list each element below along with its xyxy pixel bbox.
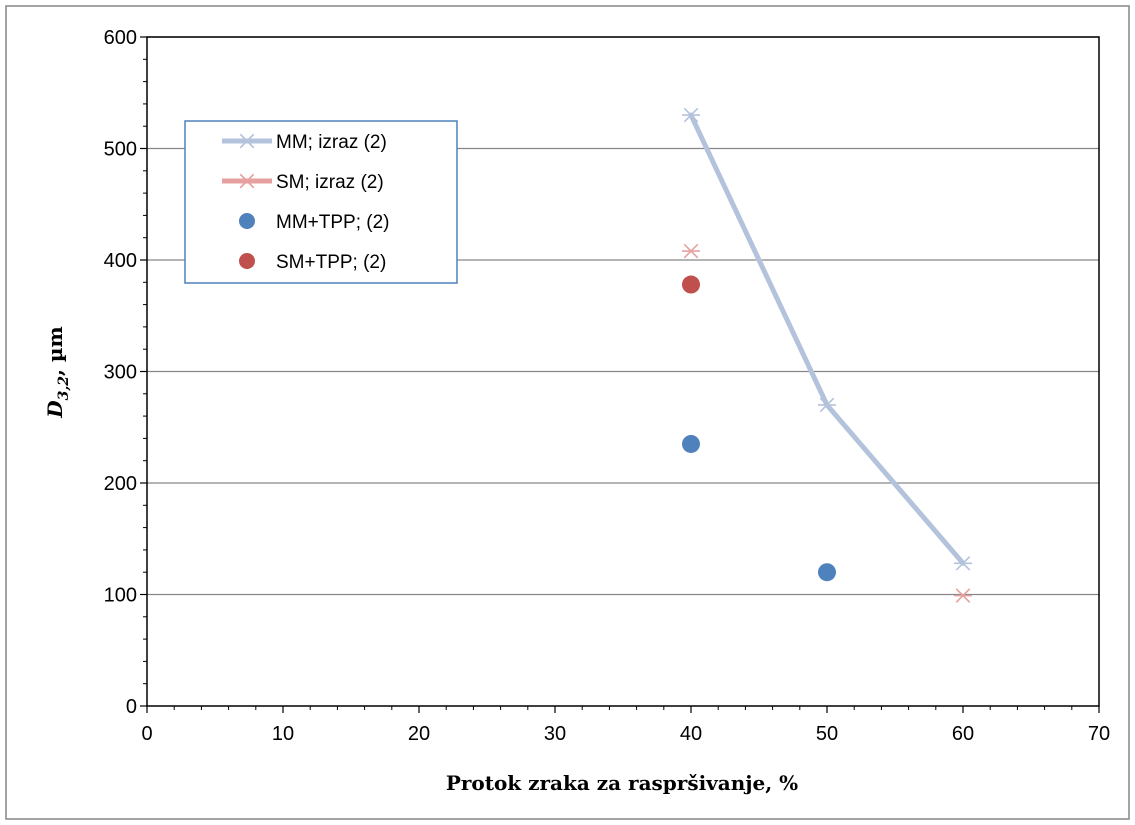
- legend-label: MM+TPP; (2): [276, 212, 389, 233]
- y-tick-label: 100: [104, 585, 137, 607]
- x-tick-label: 0: [141, 723, 152, 745]
- x-tick-label: 10: [272, 723, 294, 745]
- legend-box: [184, 120, 458, 284]
- data-point-mm-izraz-2: [818, 397, 836, 413]
- star-stroke: [239, 173, 255, 189]
- data-point-mm-izraz-2: [682, 107, 700, 123]
- tick-marks: [140, 36, 1100, 713]
- legend-star-swatch: [238, 133, 256, 149]
- data-point-sm-izraz-2: [682, 243, 700, 259]
- x-axis-title: Protok zraka za raspršivanje, %: [446, 771, 798, 795]
- star-stroke: [683, 243, 699, 259]
- data-marks: [682, 107, 972, 603]
- legend-item-sm-tpp-2: SM+TPP; (2): [239, 252, 386, 273]
- x-tick-label: 60: [952, 723, 974, 745]
- x-tick-label: 70: [1088, 723, 1110, 745]
- data-point-mm-izraz-2: [954, 555, 972, 571]
- y-tick-label: 600: [104, 27, 137, 49]
- y-axis-title: D3,2, µm: [43, 326, 72, 418]
- legend-item-sm-izraz-2: SM; izraz (2): [222, 172, 384, 193]
- star-stroke: [955, 588, 971, 603]
- y-axis-title-sub: 3,2: [56, 376, 72, 401]
- y-tick-label: 0: [126, 696, 137, 718]
- data-point-mm-tpp-2: [682, 434, 700, 453]
- data-point-sm-izraz-2: [954, 588, 972, 603]
- y-axis-title-main: D: [43, 400, 67, 419]
- legend-label: MM; izraz (2): [276, 132, 387, 153]
- legend-label: SM+TPP; (2): [276, 252, 386, 273]
- tick-labels: 0 100 200 300 400 500 600 0 10 20 30 40 50 60 70: [104, 27, 1111, 745]
- legend: MM; izraz (2) SM; izraz (2) MM+TPP; (2) SM+…: [184, 120, 458, 284]
- x-tick-label: 20: [408, 723, 430, 745]
- star-stroke: [239, 133, 255, 149]
- legend-dot-swatch: [239, 213, 255, 229]
- star-stroke: [683, 107, 699, 123]
- legend-label: SM; izraz (2): [276, 172, 384, 193]
- legend-item-mm-tpp-2: MM+TPP; (2): [239, 212, 389, 233]
- y-tick-label: 200: [104, 473, 137, 495]
- chart-outer-border: [5, 5, 1130, 820]
- legend-dot-swatch: [239, 253, 255, 269]
- legend-star-swatch: [238, 173, 256, 189]
- y-tick-label: 500: [104, 139, 137, 161]
- x-tick-label: 30: [544, 723, 566, 745]
- star-stroke: [819, 397, 835, 413]
- x-tick-label: 50: [816, 723, 838, 745]
- data-point-sm-tpp-2: [682, 275, 700, 294]
- y-tick-label: 300: [104, 362, 137, 384]
- legend-item-mm-izraz-2: MM; izraz (2): [222, 132, 387, 153]
- x-tick-label: 40: [680, 723, 702, 745]
- y-axis-title-unit: , µm: [43, 326, 67, 376]
- y-tick-label: 400: [104, 250, 137, 272]
- data-point-mm-tpp-2: [818, 563, 836, 582]
- star-stroke: [955, 555, 971, 571]
